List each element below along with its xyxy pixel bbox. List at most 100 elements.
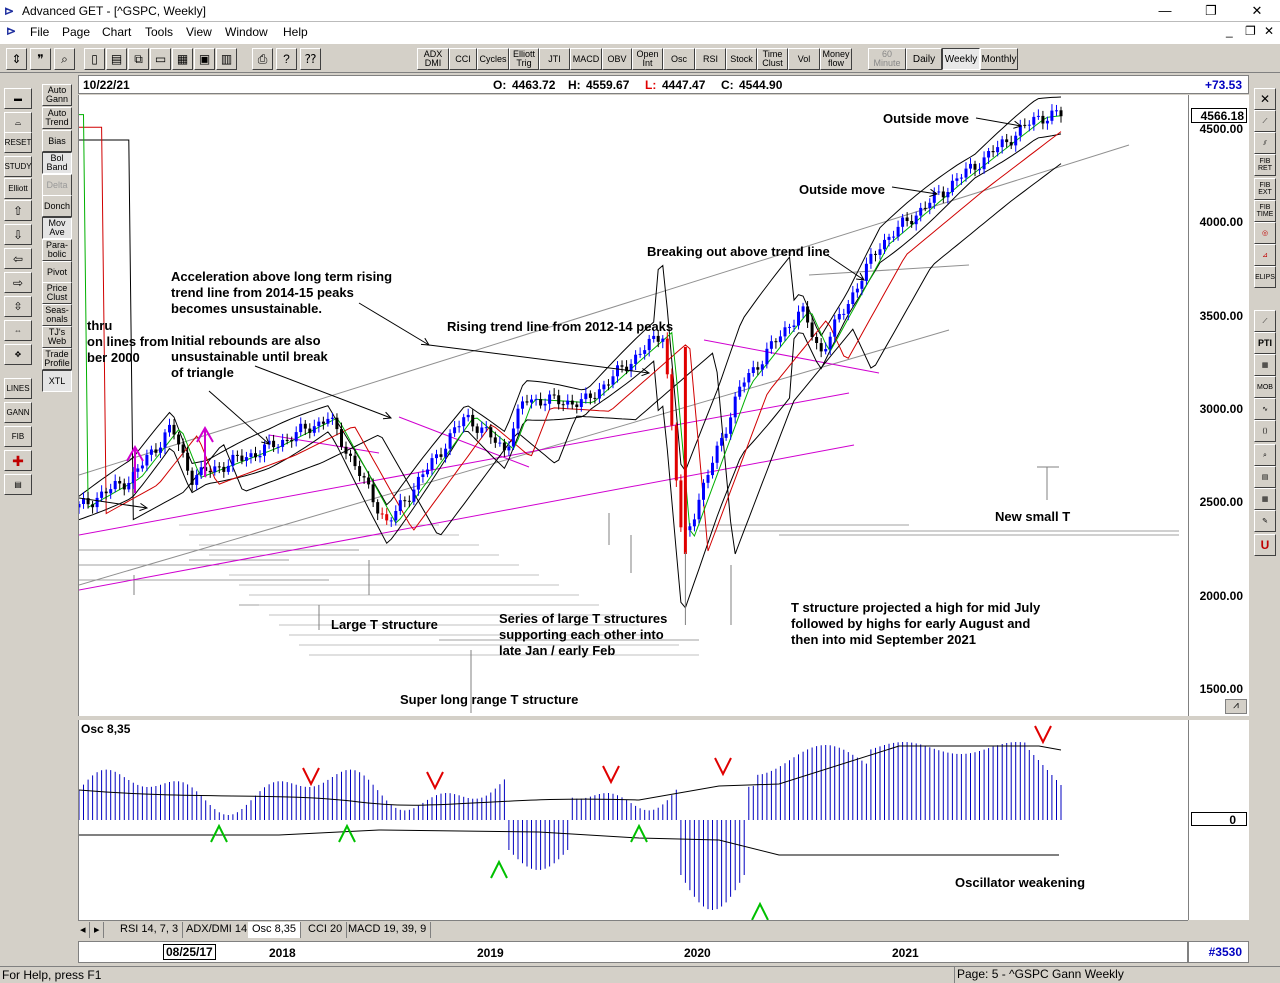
trade-profile-button[interactable]: Trade Profile xyxy=(42,348,72,370)
minimize-button[interactable]: — xyxy=(1158,3,1172,18)
menu-file[interactable]: File xyxy=(30,25,50,39)
seasonals-button[interactable]: Seas-onals xyxy=(42,304,72,326)
elliott-button[interactable]: Elliott xyxy=(4,178,32,199)
reset-button[interactable]: RESET xyxy=(4,132,32,153)
pti-button[interactable]: PTI xyxy=(1254,332,1276,354)
tab-cci[interactable]: CCI 20 xyxy=(304,922,348,938)
quote-icon[interactable]: ❞ xyxy=(30,48,51,70)
fib-ret-button[interactable]: FIB RET xyxy=(1254,154,1276,176)
period-60-minute[interactable]: 60 Minute xyxy=(868,48,906,70)
menu-tools[interactable]: Tools xyxy=(145,25,174,39)
study-jti[interactable]: JTI xyxy=(539,48,570,70)
study-open-int[interactable]: Open Int xyxy=(632,48,663,70)
oscillator-panel[interactable]: Osc 8,35 Oscillator weakening xyxy=(78,720,1188,920)
bracket-icon[interactable]: ⟨⟩ xyxy=(1254,420,1276,442)
tab-scroll-left-icon[interactable]: ◂ xyxy=(78,922,90,938)
zoom-icon[interactable]: ⌕ xyxy=(54,48,75,70)
fib-button[interactable]: FIB xyxy=(4,426,32,447)
ellipse-button[interactable]: ELIPS xyxy=(1254,266,1276,288)
arrow-right-icon[interactable]: ⇨ xyxy=(4,272,32,293)
study-vol[interactable]: Vol xyxy=(788,48,820,70)
xtl-button[interactable]: XTL xyxy=(42,370,72,392)
close-panel-icon[interactable]: ✕ xyxy=(1254,88,1276,110)
tab-adx-dmi[interactable]: ADX/DMI 14 xyxy=(182,922,253,938)
arrow-down-icon[interactable]: ⇩ xyxy=(4,224,32,245)
crosshair-icon[interactable]: ✥ xyxy=(4,344,32,365)
study-time-clust[interactable]: Time Clust xyxy=(757,48,788,70)
tab-rsi[interactable]: RSI 14, 7, 3 xyxy=(116,922,184,938)
study-macd[interactable]: MACD xyxy=(570,48,602,70)
bar-compress-icon[interactable]: ⇳ xyxy=(4,296,32,317)
menu-view[interactable]: View xyxy=(186,25,212,39)
period-monthly[interactable]: Monthly xyxy=(980,48,1018,70)
study-rsi[interactable]: RSI xyxy=(695,48,726,70)
fib-circle-icon[interactable]: ◎ xyxy=(1254,222,1276,244)
price-chart[interactable]: thru on lines from ber 2000 Acceleration… xyxy=(78,95,1188,716)
tab-scroll-right-icon[interactable]: ▸ xyxy=(92,922,104,938)
print-icon[interactable]: ⎙ xyxy=(252,48,273,70)
mdi-minimize[interactable]: _ xyxy=(1226,24,1233,38)
help-icon[interactable]: ? xyxy=(276,48,297,70)
study-elliott-trig[interactable]: Elliott Trig xyxy=(509,48,539,70)
tab-osc[interactable]: Osc 8,35 xyxy=(248,922,302,938)
period-weekly[interactable]: Weekly xyxy=(942,48,980,70)
doc-icon[interactable]: ⊳ xyxy=(6,24,17,38)
fan-icon[interactable]: ⊿ xyxy=(1254,244,1276,266)
bol-band-button[interactable]: Bol Band xyxy=(42,152,72,174)
study-obv[interactable]: OBV xyxy=(602,48,632,70)
cursor-tool-icon[interactable]: ⇕ xyxy=(6,48,27,70)
pen-icon[interactable]: ✎ xyxy=(1254,510,1276,532)
window-icon[interactable]: ▭ xyxy=(150,48,171,70)
mdi-restore[interactable]: ❐ xyxy=(1245,24,1256,38)
gann-button[interactable]: GANN xyxy=(4,402,32,423)
line-tool-icon[interactable]: ⟋ xyxy=(1254,110,1276,132)
delta-button[interactable]: Delta xyxy=(42,174,72,196)
fib-ext-button[interactable]: FIB EXT xyxy=(1254,178,1276,200)
arrow-up-icon[interactable]: ⇧ xyxy=(4,200,32,221)
study-money-flow[interactable]: Money flow xyxy=(820,48,852,70)
copy-icon[interactable]: ⧉ xyxy=(128,48,149,70)
menu-window[interactable]: Window xyxy=(225,25,268,39)
maximize-button[interactable]: ❐ xyxy=(1205,3,1217,18)
regression-icon[interactable]: ⟋ xyxy=(1254,310,1276,332)
study-cci[interactable]: CCI xyxy=(449,48,477,70)
tab-macd[interactable]: MACD 19, 39, 9 xyxy=(344,922,432,938)
align-icon[interactable]: ▤ xyxy=(1254,466,1276,488)
search-tool-icon[interactable]: ⌕ xyxy=(1254,444,1276,466)
auto-gann-button[interactable]: Auto Gann xyxy=(42,84,72,106)
study-adx-dmi[interactable]: ADX DMI xyxy=(417,48,449,70)
study-osc[interactable]: Osc xyxy=(663,48,695,70)
context-help-icon[interactable]: ⁇ xyxy=(300,48,321,70)
arrow-left-icon[interactable]: ⇦ xyxy=(4,248,32,269)
period-daily[interactable]: Daily xyxy=(906,48,942,70)
study-cycles[interactable]: Cycles xyxy=(477,48,509,70)
bar-expand-icon[interactable]: ⇔ xyxy=(4,320,32,341)
study-button[interactable]: STUDY xyxy=(4,156,32,177)
lines-button[interactable]: LINES xyxy=(4,378,32,399)
study-stock[interactable]: Stock xyxy=(726,48,757,70)
bias-button[interactable]: Bias xyxy=(42,130,72,152)
tjs-web-button[interactable]: TJ's Web xyxy=(42,326,72,348)
grid-icon[interactable]: ▥ xyxy=(216,48,237,70)
mob-button[interactable]: MOB xyxy=(1254,376,1276,398)
plus-icon[interactable]: ✚ xyxy=(4,450,32,471)
chart-window-icon[interactable]: ▣ xyxy=(194,48,215,70)
parabolic-button[interactable]: Para-bolic xyxy=(42,239,72,261)
fib-time-button[interactable]: FIB TIME xyxy=(1254,200,1276,222)
close-button[interactable]: ✕ xyxy=(1251,3,1263,18)
pivot-button[interactable]: Pivot xyxy=(42,261,72,283)
channel-tool-icon[interactable]: ⫽ xyxy=(1254,132,1276,154)
axis-scale-icon[interactable]: ⩘ xyxy=(1225,699,1247,714)
price-clust-button[interactable]: Price Clust xyxy=(42,282,72,304)
draw-icon[interactable]: ▬ xyxy=(4,88,32,109)
grid-tool-icon[interactable]: ▦ xyxy=(1254,354,1276,376)
wave-icon[interactable]: ∿ xyxy=(1254,398,1276,420)
layout-icon[interactable]: ▦ xyxy=(172,48,193,70)
new-page-icon[interactable]: ▯ xyxy=(84,48,105,70)
menu-chart[interactable]: Chart xyxy=(102,25,132,39)
undo-icon[interactable]: U xyxy=(1254,534,1276,556)
mov-ave-button[interactable]: Mov Ave xyxy=(42,217,72,239)
mdi-close[interactable]: ✕ xyxy=(1264,24,1275,38)
donch-button[interactable]: Donch xyxy=(42,195,72,217)
doc-list-icon[interactable]: ▤ xyxy=(4,474,32,495)
